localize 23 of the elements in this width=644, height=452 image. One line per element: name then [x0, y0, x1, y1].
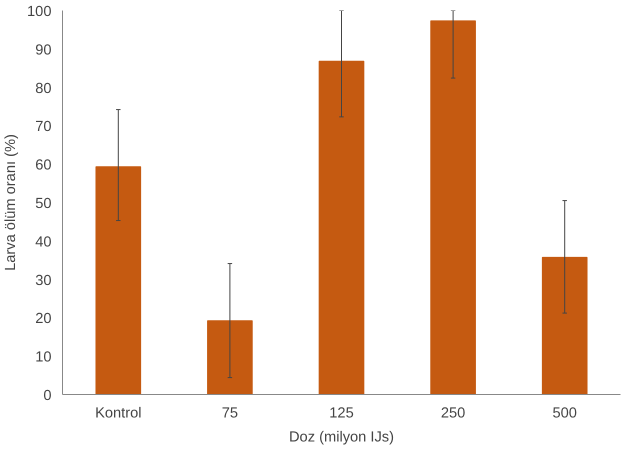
x-tick-label: 125 [329, 406, 354, 422]
x-tick-label: 500 [552, 406, 577, 422]
bar [430, 20, 476, 394]
x-axis-title: Doz (milyon IJs) [288, 430, 394, 446]
y-tick-label: 50 [35, 196, 52, 212]
y-tick-label: 70 [35, 119, 52, 136]
x-tick-label: 250 [440, 406, 466, 422]
bar [207, 320, 253, 394]
bar [95, 166, 142, 394]
y-tick-label: 90 [35, 42, 52, 58]
bar [542, 256, 588, 394]
y-tick-label: 0 [43, 388, 52, 404]
y-tick-label: 80 [35, 80, 52, 97]
y-tick-label: 30 [35, 272, 52, 289]
x-tick-label: Kontrol [95, 406, 142, 422]
y-tick-label: 60 [35, 158, 52, 174]
y-axis-title: Larva ölüm oranı (%) [3, 134, 20, 271]
y-tick-label: 20 [35, 311, 52, 328]
y-tick-label: 40 [35, 234, 52, 250]
bar [318, 60, 364, 394]
y-tick-label: 10 [35, 350, 52, 366]
x-tick-label: 75 [222, 406, 238, 422]
y-tick-label: 100 [27, 4, 52, 20]
